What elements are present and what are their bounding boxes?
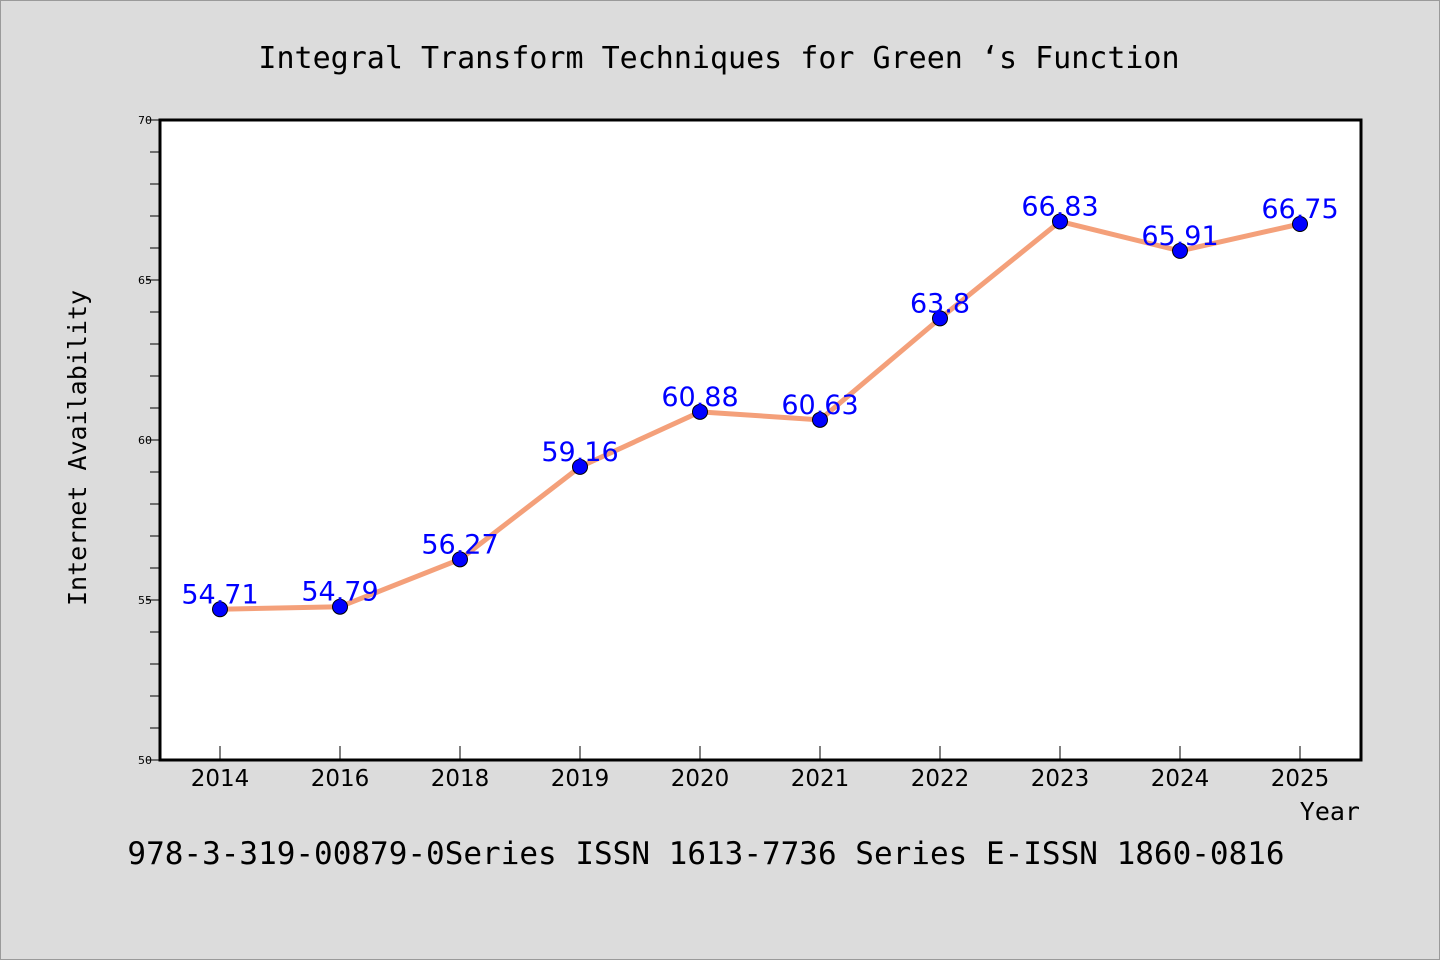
x-axis-label: Year: [1300, 797, 1360, 826]
x-tick-label: 2016: [311, 766, 370, 792]
data-label: 54.79: [301, 577, 378, 608]
data-label: 60.88: [661, 382, 738, 413]
y-tick-label: 50: [138, 754, 152, 767]
y-tick-label: 55: [138, 594, 152, 607]
x-tick-label: 2020: [671, 766, 730, 792]
series-line-group: [217, 218, 1303, 612]
x-tick-label: 2018: [431, 766, 490, 792]
data-point: [332, 598, 348, 615]
data-labels: 54.71 54.79 56.27 59.16 60.88 60.63 63.8 66.83 6…: [181, 191, 1338, 610]
data-point-markers: [212, 213, 1308, 618]
x-tick-label: 2022: [911, 766, 970, 792]
y-tick-label: 65: [138, 274, 152, 287]
data-point: [452, 551, 468, 568]
data-point: [932, 310, 948, 327]
x-tick-label: 2021: [791, 766, 850, 792]
data-point: [1292, 216, 1308, 232]
data-point: [1172, 242, 1188, 259]
data-point: [572, 458, 588, 475]
plot-area: [160, 120, 1361, 760]
data-point: [1052, 213, 1068, 230]
data-label: 63.8: [910, 288, 970, 319]
x-tick-label: 2023: [1031, 766, 1090, 792]
data-label: 54.71: [181, 579, 258, 610]
y-axis: 50 55 60 65 70: [138, 114, 160, 767]
data-label: 56.27: [421, 529, 498, 560]
footer-text: 978-3-319-00879-0Series ISSN 1613-7736 S…: [127, 836, 1284, 872]
data-label: 60.63: [781, 390, 858, 421]
data-label: 66.75: [1261, 194, 1338, 225]
chart-title: Integral Transform Techniques for Green …: [258, 41, 1179, 76]
y-tick-label: 60: [138, 434, 152, 447]
data-point: [692, 403, 708, 420]
data-label: 59.16: [541, 437, 618, 468]
data-point: [212, 601, 228, 618]
data-point: [812, 411, 828, 428]
plot-frame: [158, 118, 1363, 762]
data-label: 65.91: [1141, 221, 1218, 252]
x-tick-label: 2019: [551, 766, 610, 792]
y-axis-label: Internet Availability: [63, 290, 92, 606]
x-tick-label: 2025: [1271, 766, 1330, 792]
x-tick-label: 2024: [1151, 766, 1210, 792]
x-axis: 2014 2016 2018 2019 2020 2021 2022 2023 2024 2025: [191, 746, 1330, 792]
x-tick-label: 2014: [191, 766, 250, 792]
series-line: [217, 218, 1303, 612]
y-tick-label: 70: [138, 114, 152, 127]
data-label: 66.83: [1021, 191, 1098, 222]
